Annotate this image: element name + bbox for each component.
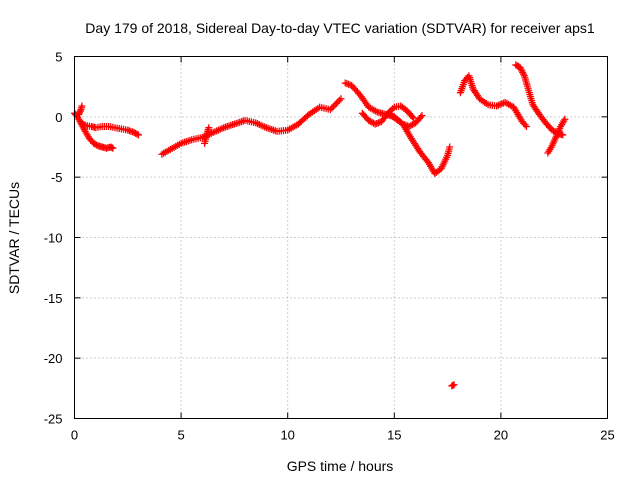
data-point-s8 — [418, 112, 426, 120]
data-point-s4 — [332, 99, 340, 107]
data-point-s4 — [326, 106, 334, 114]
data-points — [71, 61, 569, 390]
chart-title: Day 179 of 2018, Sidereal Day-to-day VTE… — [85, 20, 595, 36]
data-point-s3 — [76, 107, 84, 115]
y-tick-label: 5 — [55, 50, 62, 65]
data-point-s2 — [109, 144, 117, 152]
data-point-s7 — [408, 113, 416, 121]
data-point-s1 — [134, 131, 142, 139]
data-point-s3 — [75, 110, 83, 118]
data-point-s1 — [133, 130, 141, 138]
data-point-s3 — [78, 102, 86, 110]
data-point-s6 — [446, 143, 454, 151]
y-axis-label: SDTVAR / TECUs — [6, 182, 22, 294]
data-point-s8 — [417, 113, 425, 121]
data-point-s4 — [337, 95, 345, 103]
data-point-s4 — [334, 98, 342, 106]
x-tick-label: 5 — [177, 428, 184, 443]
data-point-s9 — [450, 381, 458, 389]
y-tick-label: -15 — [44, 291, 63, 306]
y-tick-label: -5 — [51, 170, 63, 185]
x-tick-label: 10 — [280, 428, 294, 443]
data-point-s4 — [328, 104, 336, 112]
data-point-s5 — [205, 124, 213, 132]
grid-layer — [74, 56, 608, 419]
data-point-s12 — [561, 115, 569, 123]
data-point-s4 — [329, 102, 337, 110]
y-tick-label: 0 — [55, 110, 62, 125]
y-tick-label: -10 — [44, 231, 63, 246]
x-tick-label: 25 — [600, 428, 614, 443]
x-tick-label: 20 — [494, 428, 508, 443]
plot-frame — [74, 56, 608, 419]
y-tick-label: -20 — [44, 351, 63, 366]
x-axis-label: GPS time / hours — [287, 458, 394, 474]
x-tick-label: 15 — [387, 428, 401, 443]
data-point-s10 — [522, 122, 530, 130]
data-point-s4 — [331, 101, 339, 109]
data-point-s4 — [335, 96, 343, 104]
data-point-s10 — [521, 121, 529, 129]
data-point-s3 — [75, 109, 83, 117]
data-point-s11 — [559, 131, 567, 139]
data-point-s7 — [389, 105, 397, 113]
x-tick-label: 0 — [71, 428, 78, 443]
y-tick-label: -25 — [44, 412, 63, 427]
